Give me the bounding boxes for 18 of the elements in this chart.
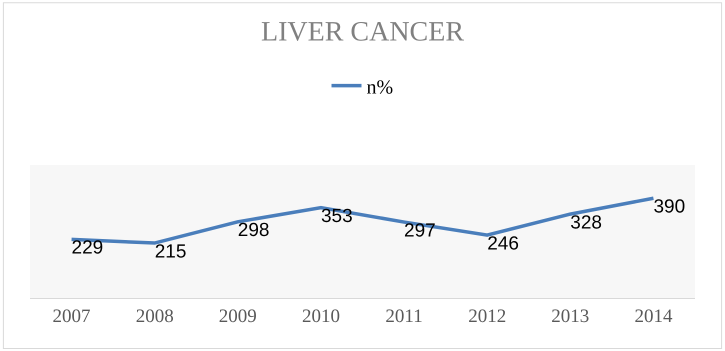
- x-tick-label: 2010: [302, 306, 340, 327]
- data-label: 298: [238, 220, 270, 242]
- legend-label: n%: [366, 76, 394, 98]
- data-label: 390: [653, 196, 686, 218]
- data-label: 229: [72, 238, 104, 259]
- data-label: 328: [570, 212, 602, 234]
- x-tick-label: 2009: [218, 306, 257, 327]
- chart-title: LIVER CANCER: [261, 16, 464, 48]
- x-tick-label: 2008: [136, 306, 174, 327]
- data-label: 246: [487, 233, 519, 254]
- x-tick-label: 2013: [551, 306, 590, 327]
- data-label: 353: [320, 206, 353, 227]
- x-tick-label: 2007: [52, 306, 91, 327]
- data-label: 297: [404, 220, 436, 242]
- x-tick-label: 2012: [468, 306, 506, 327]
- x-tick-label: 2014: [634, 306, 673, 327]
- data-label: 215: [154, 241, 186, 262]
- x-tick-label: 2011: [385, 306, 423, 327]
